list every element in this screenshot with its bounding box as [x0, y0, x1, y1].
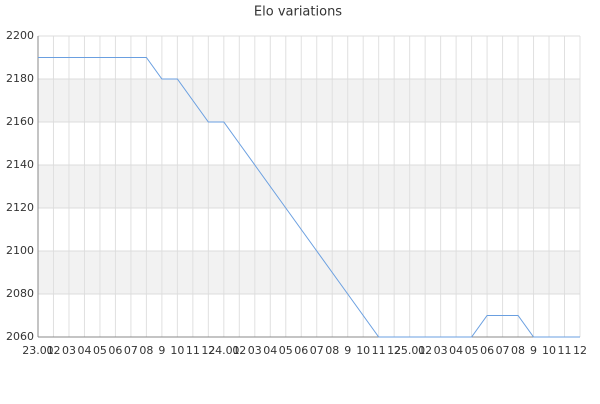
x-tick-label: 05	[465, 344, 479, 357]
x-tick-label: 11	[558, 344, 572, 357]
x-tick-label: 24.01	[208, 344, 240, 357]
x-tick-label: 12	[573, 344, 587, 357]
x-tick-label: 02	[418, 344, 432, 357]
x-tick-label: 06	[108, 344, 122, 357]
y-tick-label: 2160	[6, 115, 34, 128]
x-tick-label: 08	[325, 344, 339, 357]
x-tick-label: 11	[372, 344, 386, 357]
x-tick-label: 04	[77, 344, 91, 357]
line-series	[38, 57, 580, 338]
y-tick-label: 2060	[6, 330, 34, 343]
x-tick-label: 08	[139, 344, 153, 357]
x-tick-label: 11	[186, 344, 200, 357]
x-tick-label: 07	[496, 344, 510, 357]
y-tick-label: 2180	[6, 72, 34, 85]
x-tick-label: 10	[356, 344, 370, 357]
y-tick-label: 2140	[6, 158, 34, 171]
grid-band	[38, 165, 580, 208]
chart-title: Elo variations	[254, 5, 342, 20]
x-tick-label: 07	[310, 344, 324, 357]
x-tick-label: 03	[62, 344, 76, 357]
y-tick-label: 2080	[6, 287, 34, 300]
x-tick-label: 05	[279, 344, 293, 357]
x-tick-label: 04	[449, 344, 463, 357]
y-tick-label: 2200	[6, 29, 34, 42]
x-tick-label: 9	[158, 344, 165, 357]
x-tick-label: 25.01	[394, 344, 426, 357]
x-tick-label: 06	[480, 344, 494, 357]
x-tick-label: 02	[232, 344, 246, 357]
x-tick-label: 03	[434, 344, 448, 357]
x-tick-label: 06	[294, 344, 308, 357]
x-tick-label: 02	[46, 344, 60, 357]
x-tick-label: 23.01	[22, 344, 54, 357]
y-tick-label: 2120	[6, 201, 34, 214]
x-tick-label: 10	[542, 344, 556, 357]
x-tick-label: 04	[263, 344, 277, 357]
grid-band	[38, 251, 580, 294]
x-tick-label: 9	[530, 344, 537, 357]
x-tick-label: 05	[93, 344, 107, 357]
x-tick-label: 07	[124, 344, 138, 357]
y-tick-label: 2100	[6, 244, 34, 257]
x-tick-label: 12	[387, 344, 401, 357]
x-tick-label: 12	[201, 344, 215, 357]
x-tick-label: 03	[248, 344, 262, 357]
x-tick-label: 08	[511, 344, 525, 357]
grid-band	[38, 79, 580, 122]
x-tick-label: 10	[170, 344, 184, 357]
x-tick-label: 9	[344, 344, 351, 357]
